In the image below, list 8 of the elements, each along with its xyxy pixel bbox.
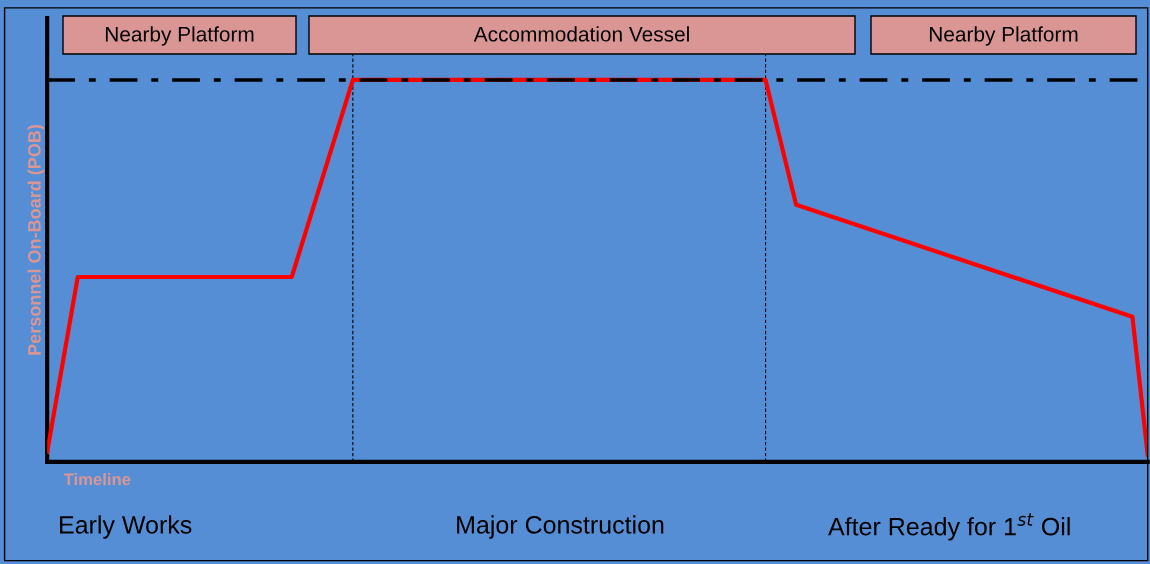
text: Major Construction bbox=[457, 515, 664, 539]
text: Nearby Platform bbox=[929, 26, 1078, 46]
text: Accommodation Vessel bbox=[473, 26, 689, 42]
text: Nearby Platform bbox=[105, 26, 254, 46]
text: After Ready for 1$^{st}$ Oil bbox=[828, 513, 1070, 541]
x-axis-title: Timeline bbox=[63, 473, 131, 486]
y-axis-title: Personnel On-Board (POB) bbox=[27, 125, 45, 355]
text: Early Works bbox=[60, 515, 192, 539]
